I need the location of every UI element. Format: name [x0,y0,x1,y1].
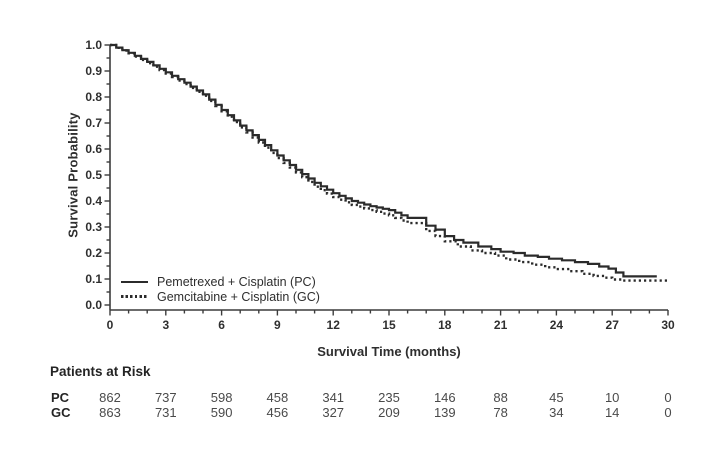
patients-at-risk-title: Patients at Risk [50,364,151,379]
y-tick-label: 0.9 [85,64,102,78]
risk-count-pc: 458 [266,390,289,405]
risk-count-gc: 731 [154,405,177,420]
risk-count-gc: 14 [604,405,620,420]
risk-count-pc: 862 [99,390,121,405]
legend: Pemetrexed + Cisplatin (PC) Gemcitabine … [121,274,320,304]
legend-label-gc: Gemcitabine + Cisplatin (GC) [157,289,320,304]
risk-count-pc: 45 [549,390,564,405]
risk-count-gc: 139 [433,405,456,420]
risk-count-pc: 0 [664,390,672,405]
risk-count-pc: 10 [604,390,620,405]
x-tick-label: 3 [162,318,169,332]
y-tick-label: 0.5 [85,168,102,182]
risk-count-gc: 34 [549,405,564,420]
y-tick-label: 0.6 [85,142,102,156]
x-tick-label: 30 [661,318,675,332]
x-axis-title: Survival Time (months) [317,344,461,359]
y-tick-label: 0.7 [85,116,102,130]
risk-count-pc: 146 [433,390,456,405]
x-tick-label: 12 [327,318,341,332]
risk-count-gc: 590 [210,405,233,420]
x-tick-label: 15 [382,318,396,332]
gc-survival-curve [110,43,668,282]
risk-count-gc: 0 [664,405,672,420]
legend-label-pc: Pemetrexed + Cisplatin (PC) [157,274,316,289]
risk-count-gc: 209 [378,405,400,420]
y-tick-label: 0.1 [85,272,102,286]
x-tick-label: 24 [550,318,564,332]
y-tick-label: 0.3 [85,220,102,234]
risk-row-pc: PC 862 737 598 458 341 235 146 88 45 10 0 [0,390,715,405]
risk-count-gc: 78 [493,405,508,420]
x-tick-label: 6 [218,318,225,332]
risk-count-pc: 737 [154,390,177,405]
legend-row-gc: Gemcitabine + Cisplatin (GC) [121,289,320,304]
dotted-line-sample [121,295,148,298]
risk-count-pc: 598 [210,390,233,405]
y-tick-label: 0.2 [85,246,102,260]
risk-count-gc: 863 [99,405,121,420]
x-tick-label: 18 [438,318,452,332]
y-tick-label: 1.0 [85,38,102,52]
y-tick-label: 0.4 [85,194,102,208]
x-tick-label: 21 [494,318,508,332]
risk-count-pc: 341 [322,390,345,405]
x-tick-label: 27 [606,318,620,332]
x-tick-label: 0 [107,318,114,332]
y-axis-title: Survival Probability [65,112,81,238]
risk-count-gc: 327 [322,405,345,420]
x-tick-label: 9 [274,318,281,332]
pc-survival-curve [110,43,657,278]
solid-line-sample [121,280,148,283]
risk-count-pc: 235 [378,390,400,405]
risk-row-gc: GC 863 731 590 456 327 209 139 78 34 14 0 [0,405,715,420]
legend-row-pc: Pemetrexed + Cisplatin (PC) [121,274,320,289]
risk-row-label-pc: PC [51,390,70,405]
risk-count-pc: 88 [493,390,508,405]
risk-row-label-gc: GC [51,405,71,420]
y-tick-label: 0.8 [85,90,102,104]
risk-count-gc: 456 [266,405,289,420]
y-tick-label: 0.0 [85,298,102,312]
